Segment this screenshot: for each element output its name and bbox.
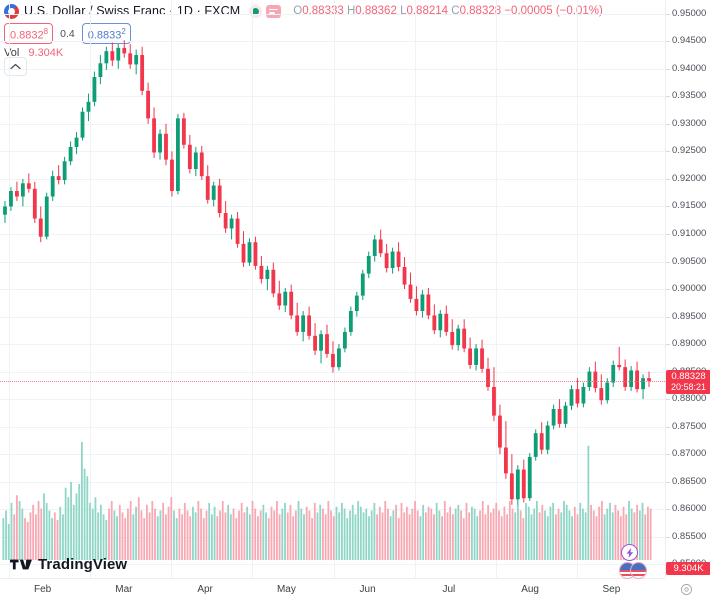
chf-flag-icon bbox=[630, 562, 647, 579]
bid-price: 0.8832 bbox=[10, 29, 44, 42]
grid-line bbox=[0, 13, 665, 15]
time-axis[interactable]: Feb Mar Apr May Jun Jul Aug Sep bbox=[0, 578, 665, 600]
grid-line bbox=[0, 261, 665, 263]
grid-line bbox=[0, 289, 665, 290]
bid-price-box[interactable]: 0.88328 bbox=[4, 22, 54, 45]
ask-price: 0.8833 bbox=[87, 29, 122, 42]
high-label: H bbox=[346, 5, 356, 17]
grid-line-vertical bbox=[171, 0, 172, 578]
candlestick-series bbox=[3, 40, 651, 507]
time-tick-label: Feb bbox=[33, 584, 52, 595]
open-label: O bbox=[293, 5, 303, 17]
close-label: C bbox=[451, 5, 460, 17]
time-tick-label: Mar bbox=[115, 584, 133, 595]
low-label: L bbox=[400, 5, 407, 17]
volume-legend: Vol 9.304K bbox=[4, 47, 664, 61]
tradingview-logo-icon bbox=[10, 559, 32, 570]
volume-label: Vol bbox=[4, 47, 20, 59]
price-axis[interactable]: 0.95000 0.94500 0.94000 0.93500 0.93000 0.925… bbox=[665, 0, 710, 578]
lightning-bolt-icon[interactable] bbox=[621, 544, 638, 561]
grid-line-vertical bbox=[333, 0, 335, 578]
time-tick-label: Aug bbox=[521, 584, 539, 595]
grid-line bbox=[0, 178, 665, 180]
gear-icon[interactable] bbox=[680, 583, 694, 597]
time-tick-label: Sep bbox=[602, 584, 621, 595]
grid-line-vertical bbox=[414, 0, 416, 578]
grid-line bbox=[0, 68, 665, 70]
grid-line bbox=[0, 564, 665, 566]
grid-line bbox=[0, 426, 665, 428]
volume-value: 9.304K bbox=[28, 47, 64, 59]
grid-line-vertical bbox=[89, 0, 91, 578]
current-price-line bbox=[0, 381, 665, 382]
currency-flags[interactable] bbox=[619, 562, 653, 579]
volume-badge[interactable]: 9.304K bbox=[666, 562, 710, 575]
grid-line bbox=[0, 123, 665, 125]
time-tick-label: Apr bbox=[197, 584, 213, 595]
grid-line bbox=[0, 481, 665, 483]
volume-series bbox=[2, 442, 652, 560]
chevron-up-icon[interactable] bbox=[4, 57, 27, 76]
time-tick-label: Jul bbox=[442, 584, 456, 595]
grid-line bbox=[0, 41, 665, 43]
grid-line bbox=[0, 234, 665, 235]
grid-line bbox=[0, 96, 665, 98]
bid-price-sup: 8 bbox=[43, 26, 49, 36]
grid-line-vertical bbox=[577, 0, 579, 578]
grid-line bbox=[0, 399, 665, 401]
grid-line bbox=[0, 454, 665, 456]
ask-price-box[interactable]: 0.88332 bbox=[81, 22, 131, 45]
grid-line bbox=[0, 536, 665, 538]
grid-line bbox=[0, 151, 665, 153]
tradingview-wordmark: TradingView bbox=[38, 556, 128, 573]
ask-price-sup: 2 bbox=[121, 26, 126, 36]
current-price-badge[interactable]: 0.88328 20:58:21 bbox=[666, 370, 710, 394]
quote-row: 0.88328 0.4 0.88332 bbox=[4, 22, 664, 45]
grid-line-vertical bbox=[8, 0, 10, 578]
grid-line bbox=[0, 316, 665, 318]
grid-line-vertical bbox=[252, 0, 254, 578]
time-tick-label: May bbox=[276, 584, 296, 595]
time-tick-label: Jun bbox=[359, 584, 376, 595]
tradingview-branding[interactable]: TradingView bbox=[10, 556, 127, 573]
grid-line bbox=[0, 206, 665, 208]
spread-value: 0.4 bbox=[60, 27, 75, 40]
chart-pane[interactable] bbox=[0, 0, 665, 578]
grid-line bbox=[0, 509, 665, 511]
grid-line-vertical bbox=[496, 0, 497, 578]
